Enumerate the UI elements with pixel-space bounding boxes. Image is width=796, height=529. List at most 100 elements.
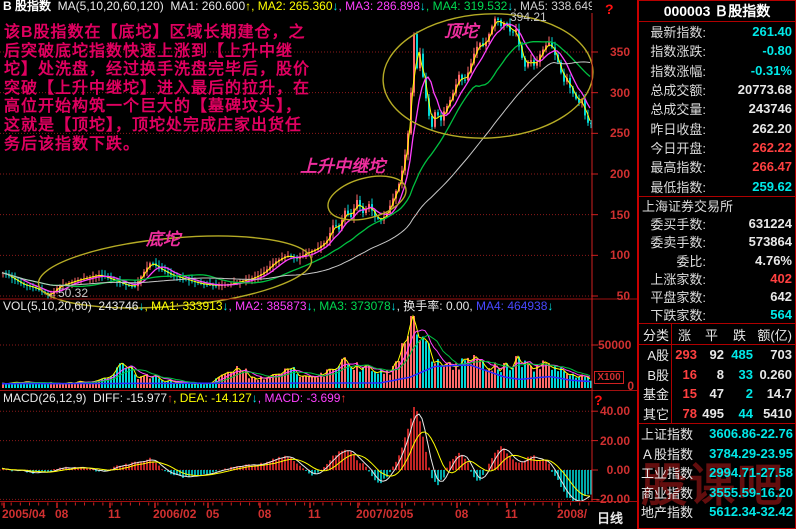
up-count: 15	[682, 386, 697, 402]
down-arrow-icon: ↓	[419, 0, 426, 13]
index-row[interactable]: 地产指数 5612.34-32.42	[639, 502, 795, 521]
quote-value: 261.40	[752, 24, 792, 40]
date-label: 2006/02	[153, 507, 197, 521]
period-label[interactable]: 日线	[597, 511, 624, 526]
exchange-name: 上海证券交易所	[642, 199, 734, 215]
ma3-value: , MA3: 286.898	[338, 0, 420, 13]
index-value: 3784.29-23.95	[709, 445, 793, 461]
col-header: 分类	[639, 324, 672, 344]
vol-value: VOL(5,10,20,60) 243746	[3, 300, 139, 313]
date-label: 08	[55, 507, 69, 521]
date-label: 08	[455, 507, 469, 521]
date-label: 05	[206, 507, 220, 521]
order-label: 委买手数:	[650, 217, 706, 233]
quote-panel: 股课吧 000003 Ｂ股指数 最新指数: 261.40 指数涨跌: -0.80 指…	[637, 0, 796, 529]
low-price-label: ←50.32	[46, 286, 89, 300]
date-label: 08	[258, 507, 272, 521]
help-icon[interactable]: ?	[594, 392, 603, 408]
macd-dea: , DEA: -14.127	[173, 392, 252, 405]
down-count: 44	[738, 406, 753, 421]
volume-legend: VOL(5,10,20,60) 243746↓, MA1: 333913↓, M…	[3, 300, 592, 313]
order-label: 委卖手数:	[650, 235, 706, 251]
quote-row: 总成交量: 243746	[639, 99, 795, 118]
index-value: 3555.59-16.20	[709, 484, 793, 500]
up-arrow-icon: ↑	[245, 0, 252, 13]
index-name: 工业指数	[641, 466, 694, 482]
symbol-name: B 股指数	[3, 0, 58, 13]
price-axis-label: 250	[609, 126, 630, 141]
sector-name: 基金	[639, 384, 672, 404]
down-arrow-icon: ↓	[251, 392, 258, 405]
quote-value: -0.80	[762, 43, 792, 59]
up-count: 16	[682, 366, 697, 382]
flat-count: 8	[716, 366, 724, 382]
sector-table: 分类 涨 平 跌 额(亿) A股 293 92 485 703 B股 16 8 …	[639, 324, 795, 425]
amount: 14.7	[766, 386, 792, 402]
index-row[interactable]: 商业指数 3555.59-16.20	[639, 482, 795, 501]
quote-label: 总成交量:	[650, 102, 706, 118]
price-axis-label: 50	[616, 289, 630, 303]
index-row[interactable]: Ａ股指数 3784.29-23.95	[639, 444, 795, 463]
quote-row: 指数涨跌: -0.80	[639, 41, 795, 60]
index-row[interactable]: 上证指数 3606.86-22.76	[639, 424, 795, 443]
ma4-value: , MA4: 319.532	[425, 0, 508, 13]
vol-axis-label: 0	[627, 379, 634, 393]
peak-price-label: 394.21	[510, 10, 547, 24]
main-chart-legend: B 股指数 MA(5,10,20,60,120) MA1: 260.600↑ , …	[3, 0, 592, 13]
ma-params: MA(5,10,20,60,120)	[57, 0, 171, 13]
amount: 5410	[763, 406, 792, 421]
macd-axis-label: -20.00	[595, 492, 630, 507]
annotation-line: 该B股指数在【底坨】区域长期建仓，之	[4, 24, 306, 41]
quote-row: 最新指数: 261.40	[639, 22, 795, 41]
down-arrow-icon: ↓	[138, 300, 145, 313]
quote-value: 266.47	[752, 159, 792, 175]
index-row[interactable]: 工业指数 2994.71-27.58	[639, 463, 795, 482]
mid-zone-label: 上升中继坨	[300, 157, 385, 176]
order-row: 委买手数: 631224	[639, 215, 795, 233]
order-row: 委比: 4.76%	[639, 251, 795, 269]
order-label: 委比:	[676, 253, 706, 269]
ma1-value: MA1: 260.600	[170, 0, 246, 13]
candlestick-chart[interactable]	[0, 0, 640, 529]
table-row[interactable]: 其它 78 495 44 5410	[639, 403, 795, 424]
order-label: 平盘家数:	[650, 289, 706, 305]
index-value: 3606.86-22.76	[709, 426, 793, 442]
quote-value: 20773.68	[737, 82, 792, 98]
down-count: 485	[731, 347, 753, 363]
index-section: 上证指数 3606.86-22.76 Ａ股指数 3784.29-23.95 工业指数…	[639, 424, 795, 521]
date-label: 11	[108, 507, 121, 521]
quote-label: 指数涨跌:	[650, 44, 706, 60]
table-row[interactable]: A股 293 92 485 703	[639, 344, 795, 365]
quote-label: 最新指数:	[650, 25, 706, 41]
table-row[interactable]: B股 16 8 33 0.260	[639, 364, 795, 385]
vol-ma3: , MA3: 373078	[312, 300, 391, 313]
order-value: 4.76%	[755, 252, 792, 268]
order-value: 631224	[748, 216, 792, 232]
index-name: 商业指数	[641, 485, 694, 501]
up-count: 293	[675, 347, 697, 363]
order-label: 上涨家数:	[650, 271, 706, 287]
order-value: 573864	[748, 234, 792, 250]
quote-label: 今日开盘:	[650, 140, 706, 156]
quote-label: 指数涨幅:	[650, 63, 706, 79]
down-arrow-icon: ↓	[507, 0, 514, 13]
quote-value: 262.22	[752, 139, 792, 155]
table-row[interactable]: 基金 15 47 2 14.7	[639, 384, 795, 404]
col-header: 涨	[677, 327, 691, 343]
help-icon[interactable]: ?	[605, 1, 614, 17]
macd-axis-label: 20.00	[599, 433, 630, 448]
amount: 0.260	[759, 366, 792, 382]
order-row: 委卖手数: 573864	[639, 233, 795, 251]
price-axis-label: 200	[609, 167, 630, 181]
turnover-rate: , 换手率: 0.00,	[396, 300, 476, 313]
quote-label: 最低指数:	[650, 179, 706, 195]
analysis-annotation: 该B股指数在【底坨】区域长期建仓，之 后突破底坨指数快速上涨到【上升中继 坨】处…	[4, 24, 310, 154]
order-row: 下跌家数: 564	[639, 305, 795, 323]
quote-value: 243746	[748, 101, 792, 117]
quote-row: 指数涨幅: -0.31%	[639, 61, 795, 80]
date-label: 05	[400, 507, 414, 521]
sector-name: B股	[639, 364, 672, 385]
quote-value: 259.62	[752, 178, 792, 194]
down-arrow-icon: ↓	[222, 300, 229, 313]
date-label: 2007/02	[356, 507, 400, 521]
